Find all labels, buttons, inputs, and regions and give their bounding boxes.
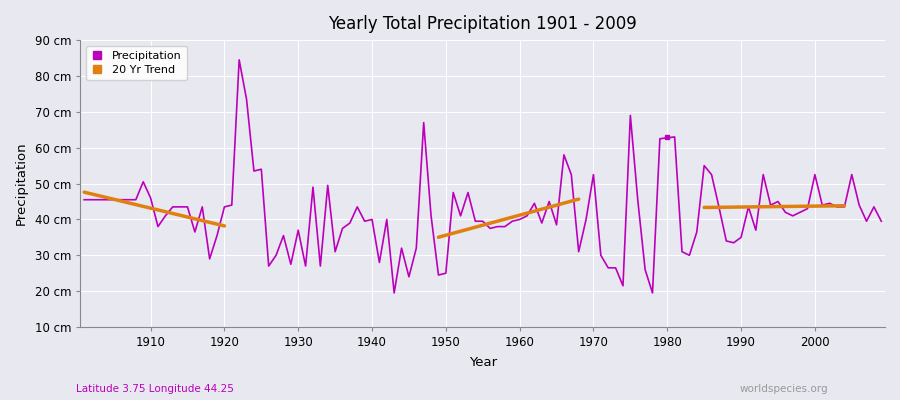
Precipitation	[780, 210, 791, 215]
Precipitation	[234, 58, 245, 62]
Precipitation	[160, 214, 171, 218]
Precipitation	[204, 256, 215, 261]
Precipitation	[389, 290, 400, 295]
Text: worldspecies.org: worldspecies.org	[740, 384, 828, 394]
Precipitation	[795, 210, 806, 215]
Line: Precipitation: Precipitation	[85, 60, 881, 293]
Legend: Precipitation, 20 Yr Trend: Precipitation, 20 Yr Trend	[86, 46, 187, 80]
Precipitation	[876, 219, 886, 224]
Precipitation	[728, 240, 739, 245]
Title: Yearly Total Precipitation 1901 - 2009: Yearly Total Precipitation 1901 - 2009	[328, 15, 637, 33]
Precipitation	[79, 197, 90, 202]
X-axis label: Year: Year	[469, 356, 497, 369]
Text: Latitude 3.75 Longitude 44.25: Latitude 3.75 Longitude 44.25	[76, 384, 234, 394]
Precipitation	[463, 190, 473, 195]
Y-axis label: Precipitation: Precipitation	[15, 142, 28, 225]
